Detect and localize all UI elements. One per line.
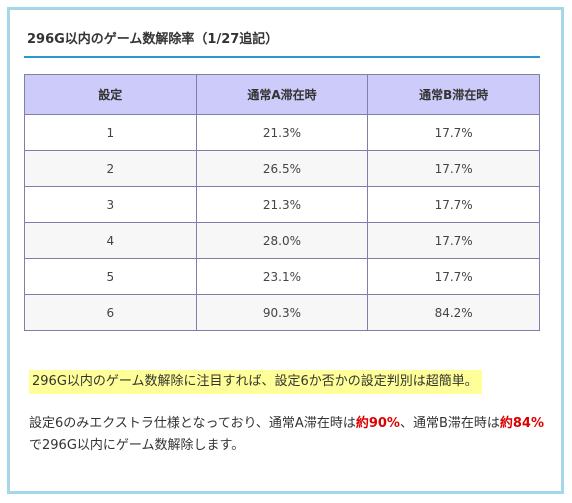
highlighted-summary: 296G以内のゲーム数解除に注目すれば、設定6か否かの設定判別は超簡単。: [29, 370, 482, 394]
cell-normal-a: 28.0%: [195, 222, 369, 259]
cell-normal-b: 17.7%: [367, 150, 540, 187]
table-row: 2 26.5% 17.7%: [24, 150, 540, 187]
cell-setting: 1: [24, 114, 197, 151]
cell-setting: 2: [24, 150, 197, 187]
cell-normal-b: 17.7%: [367, 258, 540, 295]
cell-normal-a: 21.3%: [195, 114, 369, 151]
cell-setting: 6: [24, 294, 197, 331]
section-heading: 296G以内のゲーム数解除率（1/27追記）: [24, 31, 540, 58]
paragraph-text: 、通常B滞在時は: [399, 416, 500, 431]
table-row: 3 21.3% 17.7%: [24, 186, 540, 223]
paragraph-text: で296G以内にゲーム数解除します。: [29, 438, 245, 453]
cell-setting: 4: [24, 222, 197, 259]
table-row: 1 21.3% 17.7%: [24, 114, 540, 151]
unlock-rate-table: 設定 通常A滞在時 通常B滞在時 1 21.3% 17.7% 2 26.5% 1…: [24, 74, 540, 331]
cell-normal-b: 84.2%: [367, 294, 540, 331]
table-header-row: 設定 通常A滞在時 通常B滞在時: [24, 74, 540, 115]
description-paragraph: 設定6のみエクストラ仕様となっており、通常A滞在時は約90%、通常B滞在時は約8…: [29, 413, 544, 457]
paragraph-text: 設定6のみエクストラ仕様となっており、通常A滞在時は: [29, 416, 356, 431]
table-row: 4 28.0% 17.7%: [24, 222, 540, 259]
cell-normal-a: 26.5%: [195, 150, 369, 187]
cell-normal-b: 17.7%: [367, 114, 540, 151]
cell-normal-a: 90.3%: [195, 294, 369, 331]
table-row: 6 90.3% 84.2%: [24, 294, 540, 331]
cell-normal-a: 23.1%: [195, 258, 369, 295]
column-header-normal-b: 通常B滞在時: [367, 74, 540, 115]
cell-normal-b: 17.7%: [367, 222, 540, 259]
emphasis-rate-b: 約84%: [499, 416, 544, 431]
cell-normal-b: 17.7%: [367, 186, 540, 223]
column-header-normal-a: 通常A滞在時: [195, 74, 369, 115]
column-header-setting: 設定: [24, 74, 197, 115]
cell-normal-a: 21.3%: [195, 186, 369, 223]
emphasis-rate-a: 約90%: [355, 416, 400, 431]
cell-setting: 3: [24, 186, 197, 223]
cell-setting: 5: [24, 258, 197, 295]
table-row: 5 23.1% 17.7%: [24, 258, 540, 295]
